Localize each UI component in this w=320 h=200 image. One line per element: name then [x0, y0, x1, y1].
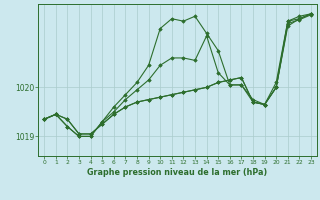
X-axis label: Graphe pression niveau de la mer (hPa): Graphe pression niveau de la mer (hPa): [87, 168, 268, 177]
